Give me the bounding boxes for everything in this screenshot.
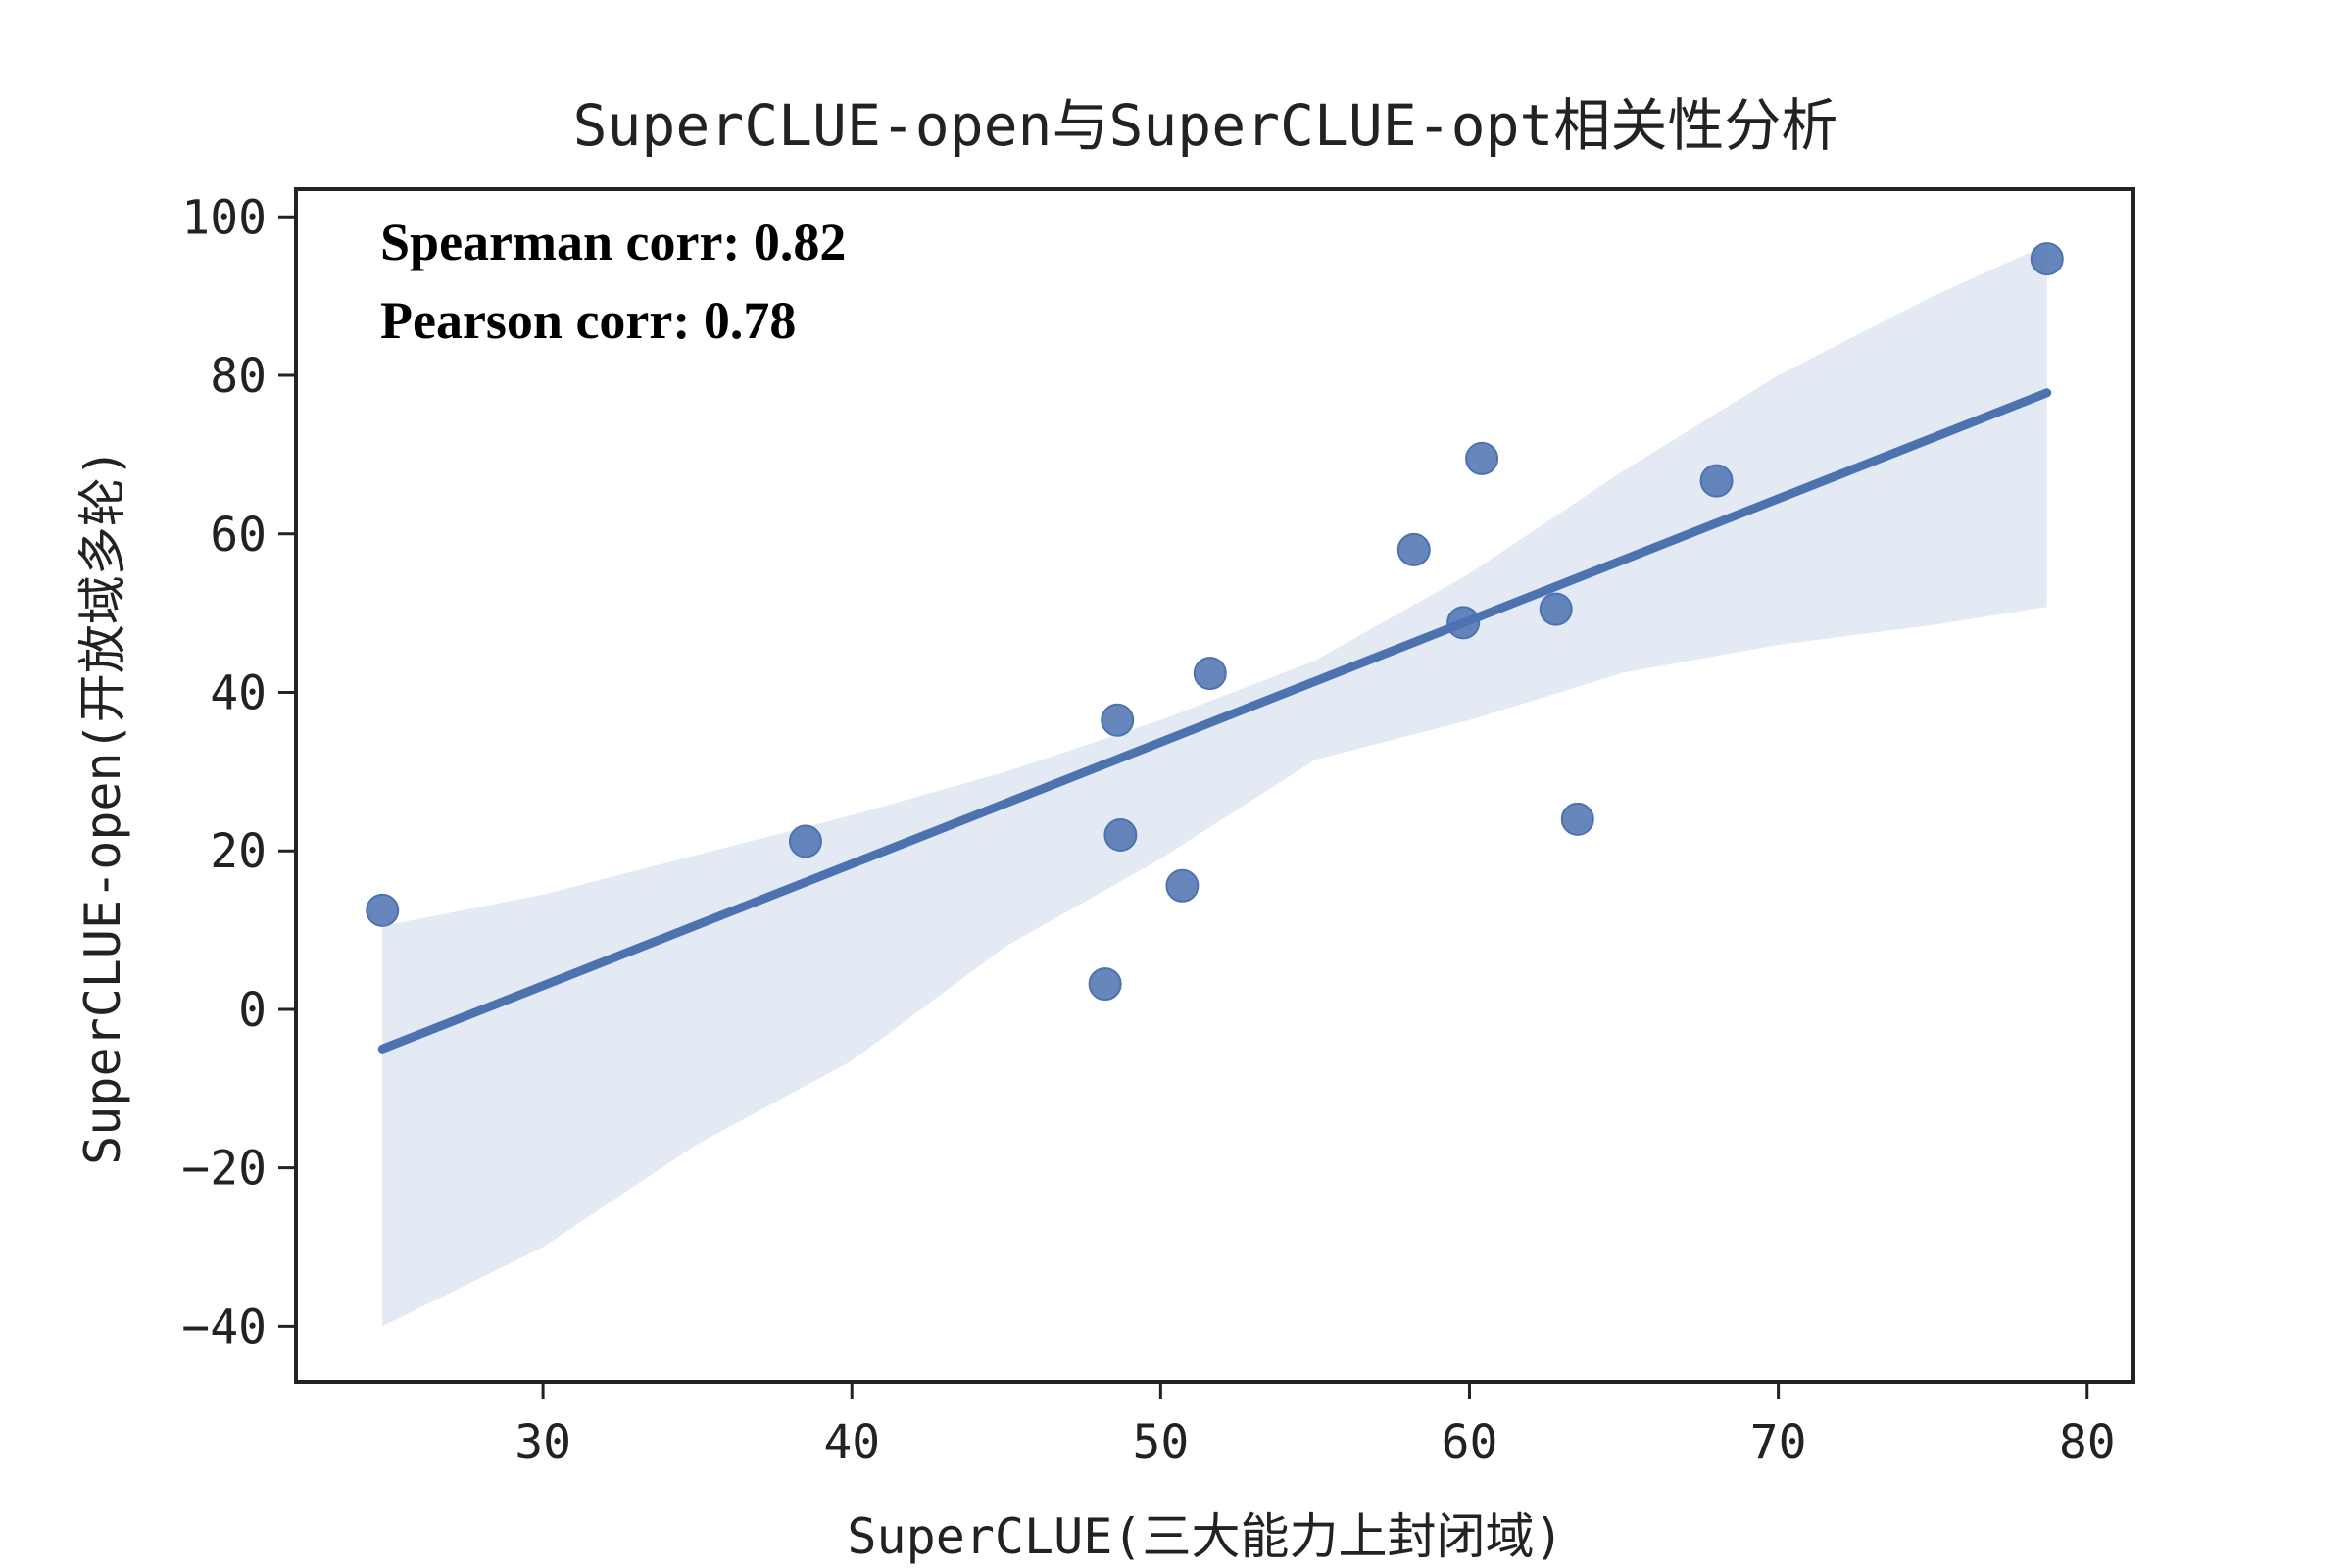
y-tick-label: 0 — [238, 983, 267, 1038]
confidence-band — [382, 244, 2047, 1327]
regression-line-layer — [377, 388, 2052, 1054]
y-tick-label: 80 — [210, 349, 267, 404]
plot-frame — [294, 187, 2135, 1384]
regression-line — [377, 388, 2052, 1054]
scatter-point — [1699, 464, 1734, 498]
scatter-point — [1396, 532, 1431, 566]
scatter-point — [1103, 818, 1138, 853]
x-tick-label: 40 — [823, 1415, 880, 1470]
scatter-point — [1101, 703, 1135, 737]
scatter-point — [1165, 868, 1200, 903]
scatter-points-layer — [366, 242, 2064, 1002]
scatter-point — [1465, 441, 1499, 475]
spearman-annotation: Spearman corr: 0.82 — [380, 213, 846, 271]
x-tick-label: 70 — [1750, 1415, 1807, 1470]
scatter-point — [1560, 802, 1594, 836]
scatter-point — [1446, 606, 1481, 640]
x-axis-label: SuperCLUE(三大能力上封闭域) — [847, 1508, 1563, 1565]
x-axis-ticks: 30 40 50 60 70 80 — [514, 1382, 2116, 1470]
confidence-band-layer — [382, 244, 2047, 1327]
x-tick-label: 60 — [1442, 1415, 1498, 1470]
y-tick-label: 60 — [210, 508, 267, 563]
y-tick-label: −20 — [181, 1142, 267, 1197]
x-tick-label: 80 — [2059, 1415, 2116, 1470]
x-tick-label: 30 — [514, 1415, 571, 1470]
scatter-point — [2030, 242, 2064, 276]
scatter-point — [1193, 657, 1227, 691]
pearson-annotation: Pearson corr: 0.78 — [380, 291, 796, 350]
scatter-point — [1539, 592, 1573, 626]
scatter-point — [788, 824, 822, 858]
y-axis-ticks: 100 80 60 40 20 0 −20 −40 — [181, 190, 296, 1354]
y-axis-label: SuperCLUE-open(开放域多轮) — [74, 448, 131, 1165]
scatter-point — [1088, 967, 1122, 1002]
y-tick-label: 40 — [210, 665, 267, 720]
chart-title: SuperCLUE-open与SuperCLUE-opt相关性分析 — [573, 92, 1838, 159]
y-tick-label: 100 — [181, 190, 267, 245]
x-tick-label: 50 — [1132, 1415, 1189, 1470]
y-tick-label: 20 — [210, 824, 267, 879]
scatter-point — [366, 893, 400, 927]
y-tick-label: −40 — [181, 1299, 267, 1354]
